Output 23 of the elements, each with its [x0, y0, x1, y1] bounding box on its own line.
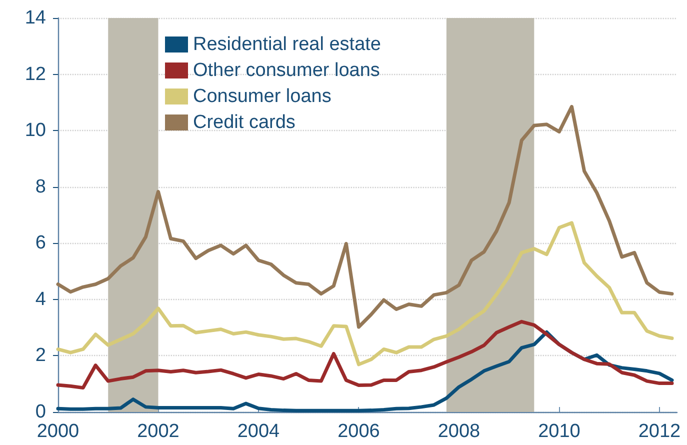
y-tick-label: 4 [35, 288, 46, 310]
legend-label: Residential real estate [193, 34, 381, 55]
x-tick-label: 2006 [338, 421, 380, 442]
x-tick-label: 2008 [438, 421, 480, 442]
legend-label: Consumer loans [193, 86, 332, 107]
y-tick-label: 8 [35, 176, 46, 198]
x-tick-label: 2002 [137, 421, 180, 442]
x-tick-label: 2012 [638, 421, 681, 442]
line-series [56, 330, 674, 412]
line-series [56, 221, 674, 366]
line-series [56, 104, 674, 329]
x-tick-label: 2000 [36, 421, 80, 442]
y-tick-label: 12 [24, 64, 46, 85]
x-tick-label: 2004 [237, 421, 280, 442]
y-tick-label: 2 [35, 345, 46, 366]
y-tick-label: 14 [24, 8, 46, 28]
line-series [56, 320, 674, 390]
y-tick-label: 10 [24, 120, 46, 142]
y-tick-label: 6 [35, 232, 46, 254]
y-tick-label: 0 [35, 402, 46, 422]
legend-label: Other consumer loans [193, 60, 380, 81]
legend-label: Credit cards [193, 112, 296, 133]
x-tick-label: 2010 [538, 421, 580, 442]
